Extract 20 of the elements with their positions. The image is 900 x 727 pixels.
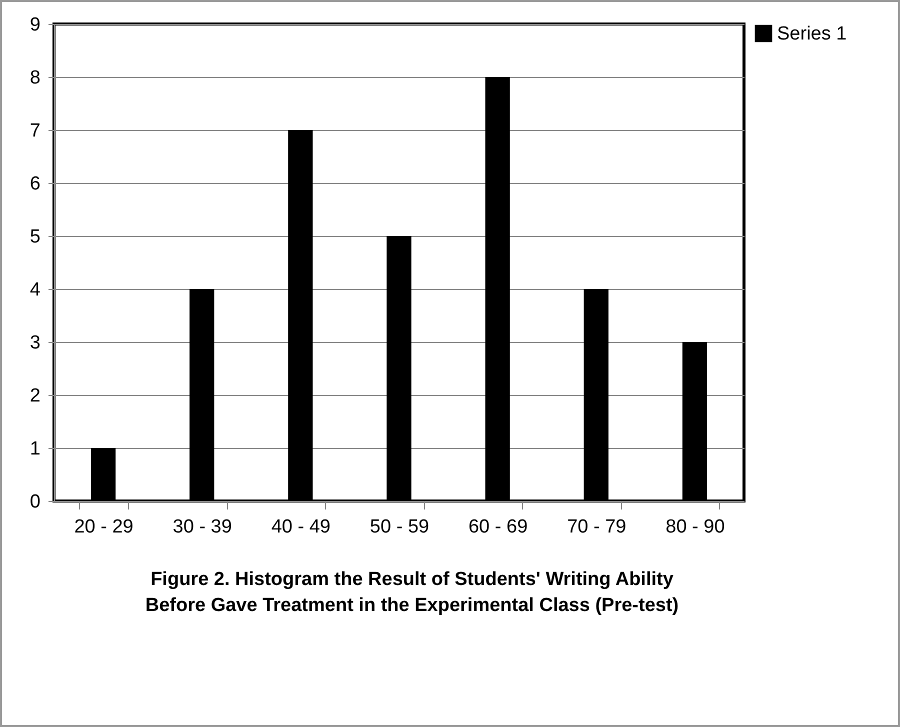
y-tick-label: 6 [30, 174, 40, 194]
y-tick-label: 0 [30, 492, 40, 512]
y-tick-label: 9 [30, 14, 40, 36]
x-tick-label: 40 - 49 [271, 516, 331, 538]
y-tick-label: 1 [30, 438, 40, 460]
x-tick-label: 20 - 29 [74, 516, 134, 538]
y-tick-label: 8 [30, 68, 40, 88]
y-tick-label: 4 [30, 280, 41, 300]
x-tick-label: 70 - 79 [567, 516, 626, 538]
y-tick-label: 7 [30, 120, 40, 142]
x-tick-label: 50 - 59 [370, 516, 430, 538]
text: Before Gave Treatment in the Experimental Class (Pre-test) [144, 594, 680, 618]
x-tick-label: 80 - 90 [666, 516, 725, 538]
caption: Figure 2. Histogram the Result of Students' Writing Ability [150, 568, 674, 592]
y-tick-label: 2 [30, 386, 40, 406]
y-tick-label: 5 [30, 226, 40, 248]
y-tick-label: 3 [30, 332, 40, 354]
x-tick-label: 60 - 69 [468, 516, 528, 538]
legend-label: Series 1 [777, 24, 847, 44]
x-tick-label: 30 - 39 [172, 516, 232, 538]
